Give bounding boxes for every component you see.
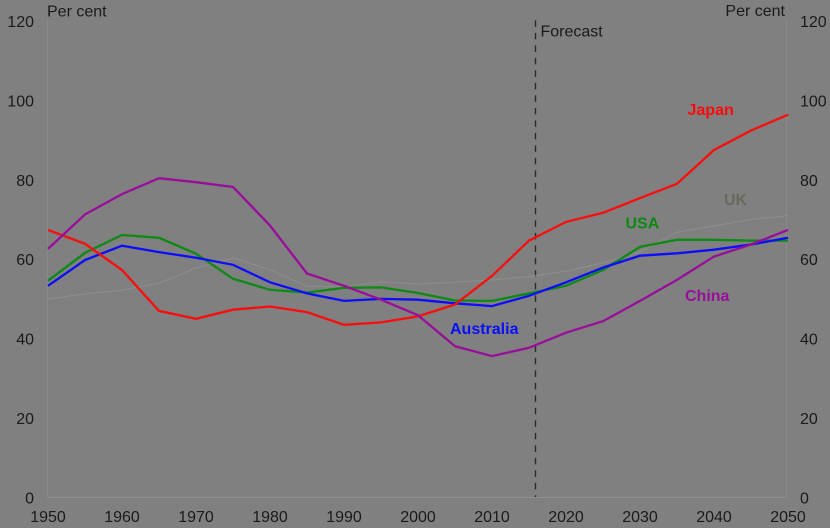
svg-text:0: 0 <box>800 491 809 508</box>
svg-text:80: 80 <box>800 173 818 190</box>
svg-text:Australia: Australia <box>450 321 519 338</box>
svg-text:80: 80 <box>16 173 34 190</box>
svg-text:Forecast: Forecast <box>541 24 604 41</box>
svg-text:40: 40 <box>16 332 34 349</box>
svg-text:20: 20 <box>800 411 818 428</box>
svg-text:Per cent: Per cent <box>725 3 785 20</box>
svg-text:UK: UK <box>724 192 748 209</box>
svg-text:China: China <box>685 288 730 305</box>
svg-text:Japan: Japan <box>688 102 734 119</box>
svg-text:Per cent: Per cent <box>47 4 107 21</box>
svg-text:2050: 2050 <box>770 509 806 526</box>
svg-text:0: 0 <box>25 491 34 508</box>
svg-text:100: 100 <box>800 93 827 110</box>
svg-text:1990: 1990 <box>326 509 362 526</box>
svg-text:40: 40 <box>800 332 818 349</box>
svg-text:120: 120 <box>7 14 34 31</box>
svg-text:2000: 2000 <box>400 509 436 526</box>
svg-text:2030: 2030 <box>622 509 658 526</box>
svg-text:100: 100 <box>7 93 34 110</box>
svg-text:2040: 2040 <box>696 509 732 526</box>
svg-text:USA: USA <box>626 216 660 233</box>
svg-text:2020: 2020 <box>548 509 584 526</box>
svg-text:1970: 1970 <box>178 509 214 526</box>
svg-text:20: 20 <box>16 411 34 428</box>
svg-text:1950: 1950 <box>30 509 66 526</box>
svg-text:1980: 1980 <box>252 509 288 526</box>
svg-text:120: 120 <box>800 14 827 31</box>
svg-text:1960: 1960 <box>104 509 140 526</box>
svg-text:2010: 2010 <box>474 509 510 526</box>
svg-text:60: 60 <box>16 252 34 269</box>
svg-text:60: 60 <box>800 252 818 269</box>
